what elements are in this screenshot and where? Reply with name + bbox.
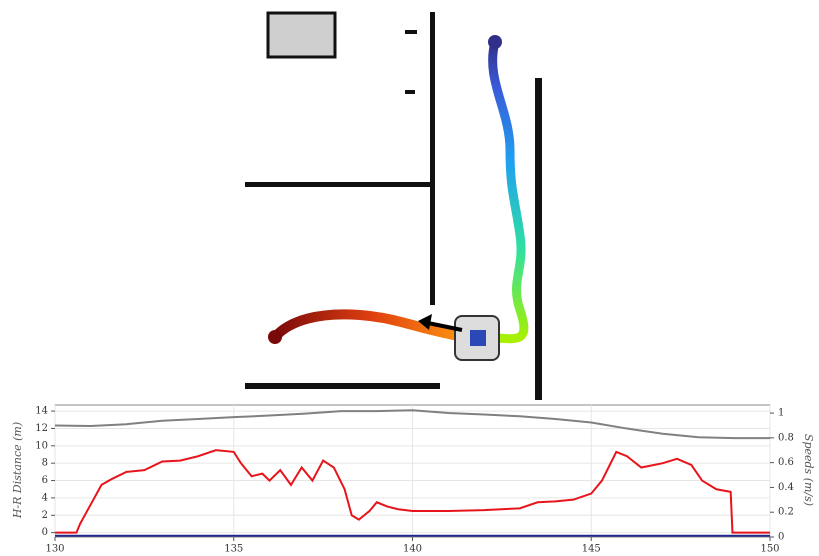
series-line (54, 409, 770, 440)
x-tick-label: 140 (403, 544, 422, 555)
obstacle (266, 11, 337, 59)
robot-trajectory (270, 309, 475, 343)
x-tick-label: 135 (224, 544, 243, 555)
robot-core (470, 330, 486, 346)
y2-tick-label: 0 (778, 532, 784, 543)
y-tick-label: 14 (35, 406, 48, 417)
y2-tick-label: 0.4 (778, 482, 794, 493)
x-tick-label: 150 (760, 544, 779, 555)
y2-tick-label: 0.8 (778, 432, 794, 443)
y2-tick-label: 0.6 (778, 457, 794, 468)
wall (245, 182, 432, 187)
y2-tick-label: 1 (778, 408, 784, 419)
y-tick-label: 4 (42, 492, 48, 503)
trajectory-end (268, 330, 282, 344)
x-tick-label: 130 (45, 544, 64, 555)
wall (535, 78, 542, 400)
y-axis-title: H-R Distance (m) (11, 422, 24, 519)
y-tick-label: 6 (42, 475, 48, 486)
human-trajectory (488, 37, 529, 344)
heading-arrow (427, 321, 463, 332)
series-line (55, 449, 770, 534)
y2-axis-title: Speeds (m/s) (802, 434, 815, 506)
wall (405, 30, 417, 34)
arrow-head (418, 314, 432, 330)
wall (245, 383, 440, 389)
x-tick-label: 145 (582, 544, 601, 555)
trajectory-end (488, 35, 502, 49)
y-tick-label: 2 (42, 510, 48, 521)
y-tick-label: 10 (35, 440, 48, 451)
y-tick-label: 8 (42, 458, 48, 469)
y2-tick-label: 0.2 (778, 507, 794, 518)
wall (430, 12, 435, 305)
map (245, 10, 545, 402)
y-tick-label: 0 (42, 527, 48, 538)
y-tick-label: 12 (35, 423, 48, 434)
wall (405, 90, 415, 94)
